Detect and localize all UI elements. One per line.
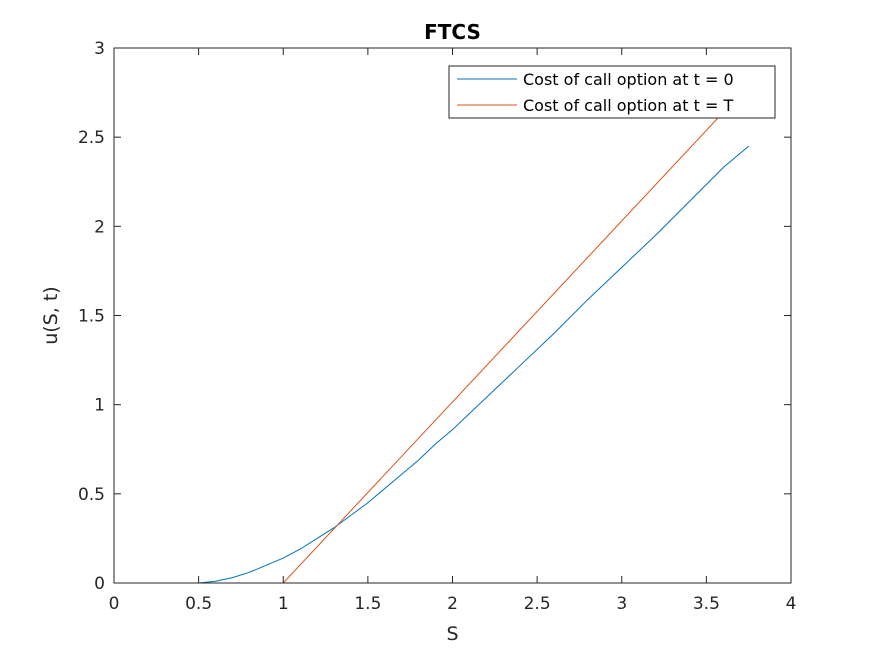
x-tick-label: 4: [786, 594, 797, 614]
y-tick-label: 3: [94, 39, 105, 59]
y-tick-label: 2.5: [78, 128, 105, 148]
x-tick-label: 1: [278, 594, 289, 614]
x-axis-ticks: 0 0.5 1 1.5 2 2.5 3 3.5 4: [109, 48, 797, 614]
y-axis-label: u(S, t): [40, 286, 62, 344]
y-tick-label: 1: [94, 396, 105, 416]
x-axis-label: S: [446, 623, 458, 645]
x-tick-label: 2: [447, 594, 458, 614]
y-tick-label: 0.5: [78, 485, 105, 505]
legend-label-series-2: Cost of call option at t = T: [523, 96, 733, 115]
x-tick-label: 3.5: [693, 594, 720, 614]
plot-area: [114, 48, 791, 583]
x-tick-label: 2.5: [524, 594, 551, 614]
legend-box: [448, 65, 776, 119]
y-tick-label: 2: [94, 217, 105, 237]
x-tick-label: 0.5: [185, 594, 212, 614]
y-tick-label: 0: [94, 574, 105, 594]
x-tick-label: 3: [616, 594, 627, 614]
legend: Cost of call option at t = 0 Cost of cal…: [448, 65, 776, 119]
x-tick-label: 0: [109, 594, 120, 614]
x-tick-label: 1.5: [354, 594, 381, 614]
legend-label-series-1: Cost of call option at t = 0: [523, 70, 734, 89]
y-axis-ticks: 0 0.5 1 1.5 2 2.5 3: [78, 39, 791, 594]
y-tick-label: 1.5: [78, 307, 105, 327]
chart-title: FTCS: [424, 20, 481, 44]
series-line-1: [114, 145, 750, 584]
